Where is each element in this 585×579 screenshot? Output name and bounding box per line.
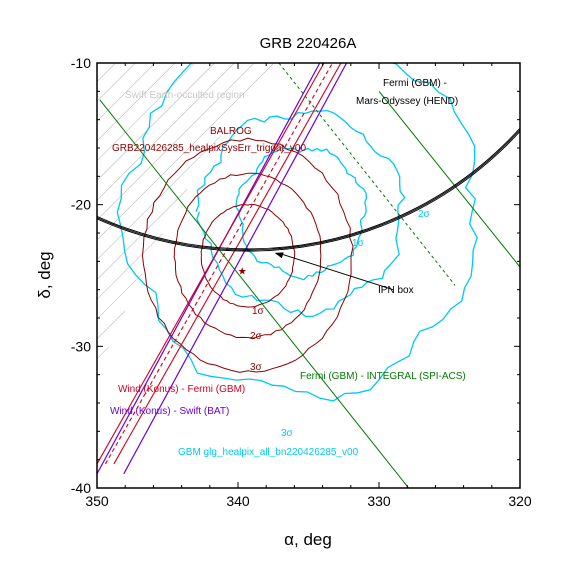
fermi-integral-line-2 — [278, 63, 456, 286]
x-tick-label: 340 — [226, 493, 250, 509]
konus-swift-line-2 — [123, 63, 348, 475]
konus-swift-label: Wind (Konus) - Swift (BAT) — [110, 406, 229, 417]
y-tick-label: -20 — [71, 197, 91, 213]
konus-fermi-line-1 — [97, 63, 325, 465]
gbm-contour-2sigma — [195, 109, 406, 318]
x-tick-label: 320 — [508, 493, 532, 509]
balrog-contour-3sigma — [142, 137, 354, 373]
y-axis-label: δ, deg — [35, 251, 54, 298]
chart-title: GRB 220426A — [260, 35, 357, 52]
gbm-contour-1sigma — [235, 147, 368, 281]
fermi-integral-line-1 — [99, 99, 410, 488]
konus-fermi-line-3 — [113, 63, 342, 465]
fermi-mars-annulus-2 — [97, 129, 520, 251]
gbm-1sigma-label: 1σ — [352, 238, 365, 249]
x-axis-label: α, deg — [284, 530, 332, 549]
balrog-1sigma-label: 1σ — [252, 306, 265, 317]
fermi-mars-label-line1: Fermi (GBM) - — [383, 78, 447, 89]
gbm-2sigma-label: 2σ — [418, 209, 431, 220]
y-tick-label: -10 — [71, 55, 91, 71]
konus-swift-line-1 — [97, 63, 321, 475]
gbm-3sigma-label: 3σ — [281, 428, 294, 439]
y-tick-label: -40 — [71, 480, 91, 496]
x-tick-label: 350 — [85, 493, 109, 509]
balrog-3sigma-label: 3σ — [250, 362, 263, 373]
gbm-contour-3sigma — [116, 63, 478, 402]
fermi-mars-annulus-3 — [97, 130, 520, 252]
x-tick-label: 330 — [367, 493, 391, 509]
balrog-2sigma-label: 2σ — [250, 331, 263, 342]
swift-occulted-label: Swift Earth-occulted region — [125, 90, 245, 101]
y-tick-label: -30 — [71, 338, 91, 354]
fermi-integral-label: Fermi (GBM) - INTEGRAL (SPI-ACS) — [300, 371, 466, 382]
balrog-contour-1sigma — [200, 203, 296, 308]
swift-occulted-region — [97, 63, 288, 375]
fermi-mars-annulus-1 — [97, 127, 520, 250]
ipn-box-label: IPN box — [378, 285, 414, 296]
fermi-integral-line-3 — [378, 91, 520, 268]
konus-fermi-label: Wind (Konus) - Fermi (GBM) — [118, 384, 245, 395]
plot-frame — [96, 62, 521, 489]
grb-position-star — [238, 267, 246, 275]
ipn-box-arrow-line — [280, 253, 394, 291]
ipn-box-arrow-head — [274, 252, 284, 259]
balrog-title-label: BALROG — [210, 126, 252, 137]
balrog-contour-2sigma — [173, 172, 322, 339]
fermi-mars-label-line2: Mars-Odyssey (HEND) — [356, 96, 458, 107]
gbm-file-label: GBM glg_healpix_all_bn220426285_v00 — [178, 447, 359, 458]
balrog-file-label: GRB220426285_healpixSysErr_trigdat_v00 — [112, 143, 306, 154]
